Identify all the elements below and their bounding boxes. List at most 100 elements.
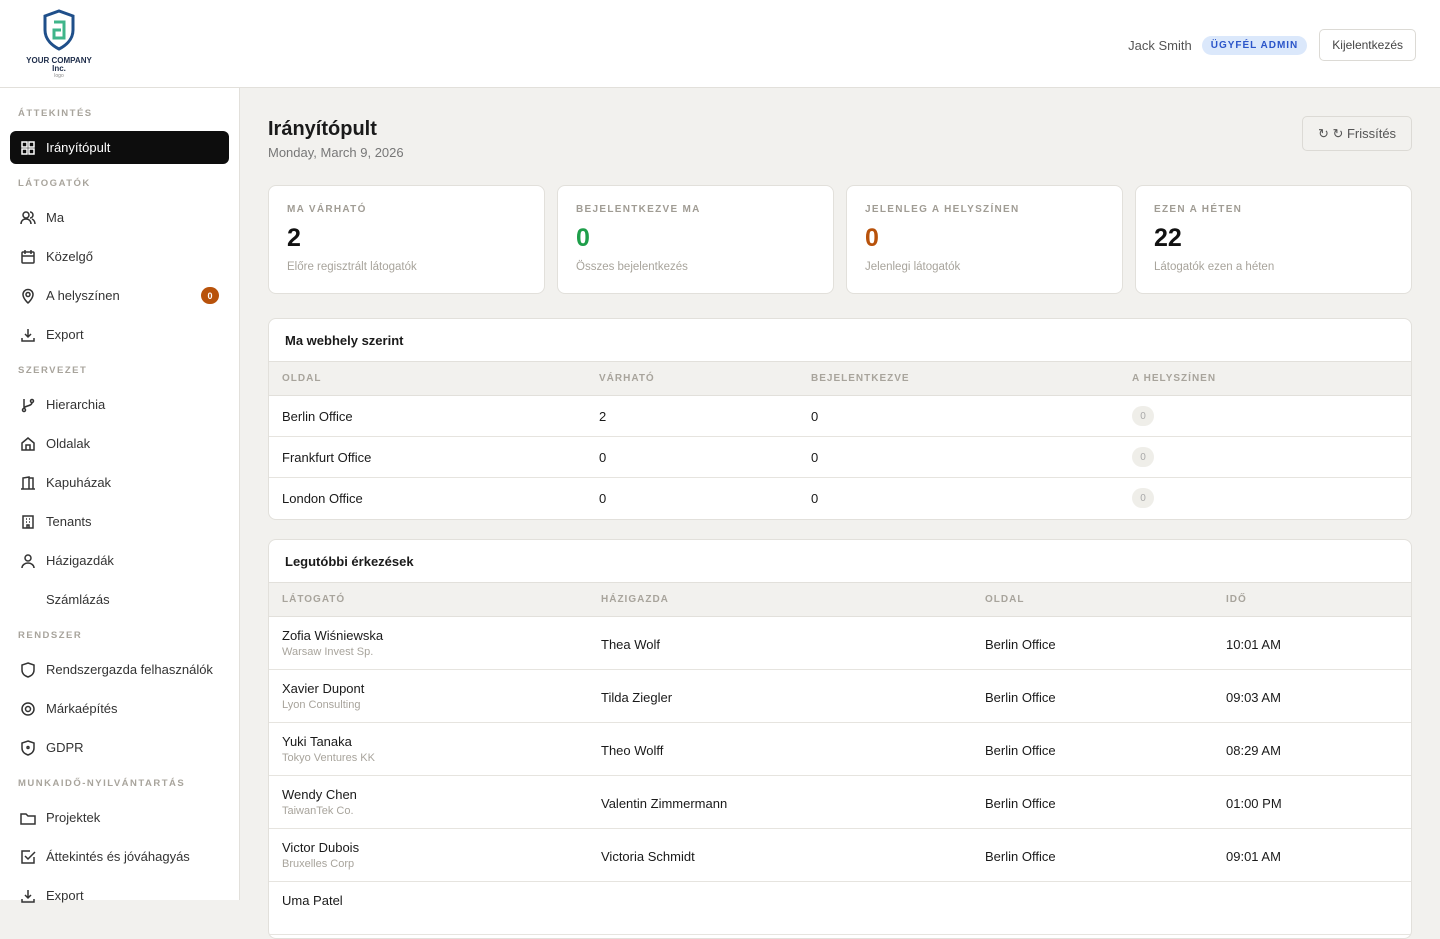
- stat-value: 22: [1154, 224, 1182, 252]
- sidebar: ÁTTEKINTÉS LÁTOGATÓK SZERVEZET RENDSZER MUNK…: [0, 88, 240, 903]
- stat-desc: Előre regisztrált látogatók: [287, 261, 417, 273]
- column-header: HÁZIGAZDA: [601, 594, 669, 605]
- stat-card: JELENLEG A HELYSZÍNEN 0 Jelenlegi látogató…: [846, 185, 1123, 294]
- onsite-pill: 0: [1132, 447, 1154, 467]
- column-header: IDŐ: [1226, 594, 1247, 605]
- calendar-icon: [20, 249, 36, 265]
- time-cell: 09:01 AM: [1226, 849, 1281, 864]
- time-cell: 09:03 AM: [1226, 690, 1281, 705]
- stat-label: BEJELENTKEZVE MA: [576, 204, 701, 215]
- onsite-count-badge: 0: [201, 287, 219, 304]
- company-logo: YOUR COMPANY Inc. logo: [24, 8, 94, 79]
- onsite-pill: 0: [1132, 406, 1154, 426]
- table-row[interactable]: Uma Patel: [269, 882, 1411, 935]
- sites-panel: Ma webhely szerint OLDAL VÁRHATÓ BEJELENTK…: [268, 318, 1412, 520]
- visitor-company: Tokyo Ventures KK: [282, 752, 375, 764]
- sidebar-item[interactable]: Tenants: [10, 505, 229, 538]
- stat-desc: Látogatók ezen a héten: [1154, 261, 1275, 273]
- table-row[interactable]: Frankfurt Office 0 0 0: [269, 437, 1411, 478]
- blank-icon: [20, 592, 36, 608]
- time-cell: 10:01 AM: [1226, 637, 1281, 652]
- sidebar-item-label: Kapuházak: [46, 475, 112, 490]
- sidebar-item-label: A helyszínen: [46, 288, 120, 303]
- sidebar-section-label: SZERVEZET: [18, 365, 88, 376]
- table-row[interactable]: Berlin Office 2 0 0: [269, 396, 1411, 437]
- sidebar-item[interactable]: Export: [10, 318, 229, 351]
- visitor-name: Victor Dubois: [282, 840, 360, 855]
- sidebar-item[interactable]: Számlázás: [10, 583, 229, 616]
- visitor-name: Xavier Dupont: [282, 681, 365, 696]
- stat-desc: Összes bejelentkezés: [576, 261, 688, 273]
- sidebar-item[interactable]: Export: [10, 879, 229, 912]
- sidebar-item[interactable]: Projektek: [10, 801, 229, 834]
- table-row[interactable]: Yuki Tanaka Tokyo Ventures KK Theo Wolff Be…: [269, 723, 1411, 776]
- role-badge: ÜGYFÉL ADMIN: [1201, 35, 1308, 55]
- sidebar-item[interactable]: GDPR: [10, 731, 229, 764]
- grid-icon: [20, 140, 36, 156]
- table-cell: 0: [811, 450, 819, 465]
- site-cell: Berlin Office: [985, 796, 1056, 811]
- sidebar-item-label: Tenants: [46, 514, 92, 529]
- column-header: OLDAL: [985, 594, 1025, 605]
- sidebar-item-label: Oldalak: [46, 436, 91, 451]
- visitor-company: Bruxelles Corp: [282, 858, 355, 870]
- page-title: Irányítópult: [268, 118, 377, 140]
- sidebar-item[interactable]: A helyszínen 0: [10, 279, 229, 312]
- sidebar-item[interactable]: Kapuházak: [10, 466, 229, 499]
- host-cell: Valentin Zimmermann: [601, 796, 728, 811]
- host-cell: Tilda Ziegler: [601, 690, 673, 705]
- main-content: Irányítópult Monday, March 9, 2026 ↻ ↻ F…: [240, 88, 1440, 939]
- sidebar-item-label: Irányítópult: [46, 140, 111, 155]
- sidebar-item[interactable]: Rendszergazda felhasználók: [10, 653, 229, 686]
- logo-text: YOUR COMPANY Inc.: [26, 56, 92, 73]
- sidebar-item[interactable]: Áttekintés és jóváhagyás: [10, 840, 229, 873]
- time-cell: 08:29 AM: [1226, 743, 1281, 758]
- sidebar-item-label: Számlázás: [46, 592, 110, 607]
- home-icon: [20, 436, 36, 452]
- arrivals-title: Legutóbbi érkezések: [269, 540, 1411, 583]
- sidebar-section-label: ÁTTEKINTÉS: [18, 108, 93, 119]
- sidebar-item[interactable]: Ma: [10, 201, 229, 234]
- site-cell: Berlin Office: [985, 743, 1056, 758]
- table-cell: 0: [811, 409, 819, 424]
- sidebar-section-label: RENDSZER: [18, 630, 83, 641]
- table-row[interactable]: Victor Dubois Bruxelles Corp Victoria Schm…: [269, 829, 1411, 882]
- logout-button[interactable]: Kijelentkezés: [1319, 29, 1416, 61]
- sidebar-item-label: Hierarchia: [46, 397, 106, 412]
- column-header: BEJELENTKEZVE: [811, 373, 910, 384]
- sidebar-item[interactable]: Közelgő: [10, 240, 229, 273]
- visitor-company: Warsaw Invest Sp.: [282, 646, 374, 658]
- table-row[interactable]: Wendy Chen TaiwanTek Co. Valentin Zimmerma…: [269, 776, 1411, 829]
- table-row[interactable]: Xavier Dupont Lyon Consulting Tilda Ziegle…: [269, 670, 1411, 723]
- sidebar-item[interactable]: Irányítópult: [10, 131, 229, 164]
- folder-icon: [20, 810, 36, 826]
- stat-label: EZEN A HÉTEN: [1154, 204, 1243, 215]
- table-cell: 0: [811, 491, 819, 506]
- time-cell: 01:00 PM: [1226, 796, 1282, 811]
- stat-label: MA VÁRHATÓ: [287, 204, 367, 215]
- shield-lock-icon: [20, 739, 36, 756]
- column-header: VÁRHATÓ: [599, 373, 655, 384]
- refresh-button[interactable]: ↻ ↻ Frissítés: [1302, 116, 1412, 151]
- table-cell: London Office: [282, 491, 363, 506]
- sidebar-item[interactable]: Hierarchia: [10, 388, 229, 421]
- table-cell: 0: [599, 491, 607, 506]
- sidebar-item[interactable]: Házigazdák: [10, 544, 229, 577]
- sidebar-item[interactable]: Oldalak: [10, 427, 229, 460]
- stat-value: 0: [576, 224, 590, 252]
- stat-desc: Jelenlegi látogatók: [865, 261, 961, 273]
- stat-label: JELENLEG A HELYSZÍNEN: [865, 204, 1020, 215]
- logo-sub: logo: [54, 73, 64, 79]
- host-cell: Thea Wolf: [601, 637, 661, 652]
- user-icon: [20, 553, 36, 569]
- visitor-name: Yuki Tanaka: [282, 734, 352, 749]
- users-icon: [20, 210, 36, 226]
- building-icon: [20, 514, 36, 530]
- visitor-company: Lyon Consulting: [282, 699, 361, 711]
- sidebar-item[interactable]: Márkaépítés: [10, 692, 229, 725]
- table-row[interactable]: London Office 0 0 0: [269, 478, 1411, 519]
- sidebar-section-label: LÁTOGATÓK: [18, 178, 91, 189]
- table-row[interactable]: Zofia Wiśniewska Warsaw Invest Sp. Thea Wo…: [269, 617, 1411, 670]
- host-cell: Victoria Schmidt: [601, 849, 695, 864]
- table-cell: 2: [599, 409, 607, 424]
